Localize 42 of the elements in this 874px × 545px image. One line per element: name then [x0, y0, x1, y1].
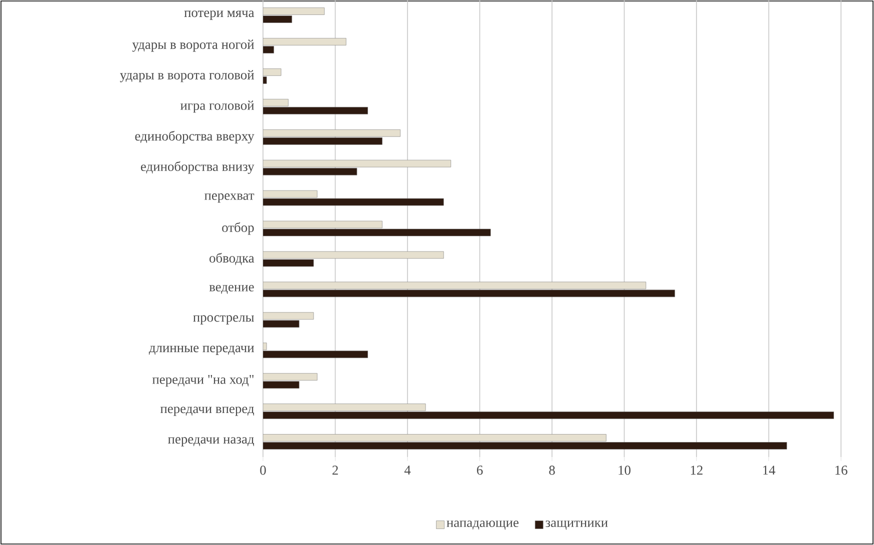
bar — [263, 404, 426, 411]
bar — [263, 350, 368, 358]
bar — [263, 434, 606, 442]
bar — [263, 312, 314, 320]
y-tick-label: отбор — [222, 222, 254, 235]
y-tick-label: прострелы — [193, 315, 254, 324]
y-tick-label: передачи назад — [168, 437, 254, 446]
y-tick-label: ведение — [209, 284, 254, 294]
y-tick-label: перехват — [204, 193, 254, 203]
y-tick-label: удары в ворота головой — [120, 70, 254, 82]
y-tick-label: передачи вперед — [160, 406, 254, 416]
y-tick-label: единоборства внизу — [140, 161, 254, 174]
bar — [263, 137, 382, 145]
bar — [263, 320, 300, 328]
bar — [263, 412, 834, 419]
y-tick-label: удары в ворота ногой — [132, 40, 254, 52]
bar — [263, 442, 787, 450]
x-tick-label: 4 — [404, 466, 411, 475]
y-tick-label: потери мяча — [184, 10, 254, 20]
bar — [263, 373, 318, 380]
bar — [263, 16, 292, 23]
y-tick-label: обводка — [210, 252, 254, 266]
x-tick-label: 14 — [763, 466, 776, 475]
x-tick-label: 16 — [835, 466, 848, 475]
y-tick-label: единоборства вверху — [135, 130, 254, 144]
bar — [263, 106, 368, 114]
y-tick-label: передачи "на ход" — [152, 374, 254, 387]
x-tick-label: 6 — [476, 466, 483, 475]
x-tick-label: 8 — [549, 466, 555, 475]
bar — [263, 38, 346, 46]
x-tick-label: 0 — [260, 466, 266, 475]
bar — [263, 381, 300, 388]
bar — [263, 98, 288, 106]
bar — [263, 8, 325, 15]
legend-label: защитники — [546, 520, 608, 530]
y-tick-label: игра головой — [180, 100, 254, 113]
x-tick-label: 12 — [690, 466, 702, 475]
x-tick-label: 2 — [332, 466, 338, 475]
x-tick-label: 10 — [618, 466, 630, 475]
bar — [263, 129, 400, 137]
y-tick-label: длинные передачи — [148, 346, 254, 355]
legend-label: нападающие — [446, 520, 518, 530]
